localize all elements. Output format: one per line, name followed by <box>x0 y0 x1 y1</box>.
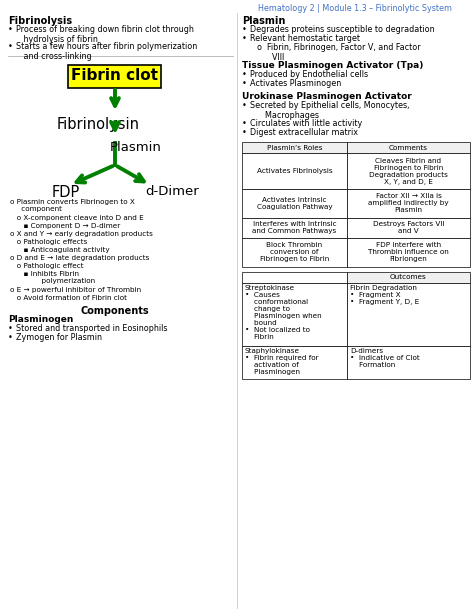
Text: Fibrin clot: Fibrin clot <box>72 69 158 83</box>
Text: Components: Components <box>81 306 149 316</box>
Bar <box>347 346 470 379</box>
Text: Staphylokinase
•  Fibrin required for
    activation of
    Plasminogen: Staphylokinase • Fibrin required for act… <box>245 348 319 375</box>
Bar <box>347 142 470 153</box>
Bar <box>347 153 470 189</box>
Bar <box>242 238 347 267</box>
Bar <box>242 218 347 238</box>
Text: ▪ Inhibits Fibrin
              polymerization: ▪ Inhibits Fibrin polymerization <box>10 271 95 284</box>
Text: Activates Fibrinolysis: Activates Fibrinolysis <box>257 168 332 174</box>
Bar <box>242 346 347 379</box>
Text: Destroys Factors VII
and V: Destroys Factors VII and V <box>373 221 444 234</box>
Text: ▪ Anticoagulant activity: ▪ Anticoagulant activity <box>10 247 109 253</box>
Text: •: • <box>242 119 247 128</box>
Text: D-dimers
•  Indicative of Clot
    Formation: D-dimers • Indicative of Clot Formation <box>350 348 420 368</box>
Text: Circulates with little activity: Circulates with little activity <box>250 119 362 128</box>
Text: Fibrin Degradation
•  Fragment X
•  Fragment Y, D, E: Fibrin Degradation • Fragment X • Fragme… <box>350 284 419 305</box>
Text: Comments: Comments <box>389 145 428 151</box>
Text: Factor XII → XIIa is
amplified indirectly by
Plasmin: Factor XII → XIIa is amplified indirectl… <box>368 193 449 213</box>
Bar <box>242 189 347 218</box>
Text: Relevant hemostatic target: Relevant hemostatic target <box>250 34 360 43</box>
Text: Outcomes: Outcomes <box>390 274 427 280</box>
Text: Activates Plasminogen: Activates Plasminogen <box>250 79 341 88</box>
FancyBboxPatch shape <box>69 64 162 88</box>
Text: Starts a few hours after fibrin polymerization
   and cross-linking: Starts a few hours after fibrin polymeri… <box>16 42 197 61</box>
Text: d-Dimer: d-Dimer <box>145 185 199 198</box>
Text: FDP: FDP <box>52 185 80 200</box>
Text: •: • <box>242 34 247 43</box>
Text: Hematology 2 | Module 1.3 – Fibrinolytic System: Hematology 2 | Module 1.3 – Fibrinolytic… <box>258 4 452 13</box>
Text: •: • <box>242 79 247 88</box>
Text: Cleaves Fibrin and
Fibrinogen to Fibrin
Degradation products
X, Y, and D, E: Cleaves Fibrin and Fibrinogen to Fibrin … <box>369 158 448 185</box>
Text: o Plasmin converts Fibrinogen to X
     component: o Plasmin converts Fibrinogen to X compo… <box>10 199 135 212</box>
Text: o E → powerful inhibitor of Thrombin: o E → powerful inhibitor of Thrombin <box>10 287 141 293</box>
Text: ▪ Component D → D-dimer: ▪ Component D → D-dimer <box>10 223 120 229</box>
Text: •: • <box>8 25 13 34</box>
Text: Plasmin: Plasmin <box>242 16 285 26</box>
Text: •: • <box>242 25 247 34</box>
Text: Tissue Plasminogen Activator (Tpa): Tissue Plasminogen Activator (Tpa) <box>242 61 423 70</box>
Text: Streptokinase
•  Causes
    conformational
    change to
    Plasminogen when
  : Streptokinase • Causes conformational ch… <box>245 284 322 340</box>
Bar <box>242 142 347 153</box>
Text: •: • <box>242 101 247 110</box>
Text: •: • <box>8 333 13 342</box>
Text: o X and Y → early degradation products: o X and Y → early degradation products <box>10 231 153 237</box>
Text: Produced by Endothelial cells: Produced by Endothelial cells <box>250 70 368 79</box>
Text: •: • <box>242 128 247 137</box>
Text: Activates Intrinsic
Coagulation Pathway: Activates Intrinsic Coagulation Pathway <box>257 197 332 210</box>
Text: o D and E → late degradation products: o D and E → late degradation products <box>10 255 149 261</box>
Text: o  Fibrin, Fibrinogen, Factor V, and Factor
            VIII: o Fibrin, Fibrinogen, Factor V, and Fact… <box>242 43 420 63</box>
Text: •: • <box>242 70 247 79</box>
Text: •: • <box>8 324 13 333</box>
Text: o X-component cleave into D and E: o X-component cleave into D and E <box>10 215 144 221</box>
Text: Process of breaking down fibrin clot through
   hydrolysis of fibrin: Process of breaking down fibrin clot thr… <box>16 25 194 44</box>
Text: FDP interfere with
Thrombin influence on
Fibriongen: FDP interfere with Thrombin influence on… <box>368 242 449 262</box>
Text: o Pathologic effects: o Pathologic effects <box>10 239 87 245</box>
Text: Zymogen for Plasmin: Zymogen for Plasmin <box>16 333 102 342</box>
Text: Stored and transported in Eosinophils: Stored and transported in Eosinophils <box>16 324 167 333</box>
Text: Urokinase Plasminogen Activator: Urokinase Plasminogen Activator <box>242 92 412 101</box>
Text: Plasminogen: Plasminogen <box>8 315 73 324</box>
Text: Secreted by Epithelial cells, Monocytes,
      Macrophages: Secreted by Epithelial cells, Monocytes,… <box>250 101 410 120</box>
Text: Block Thrombin
conversion of
Fibrinogen to Fibrin: Block Thrombin conversion of Fibrinogen … <box>260 242 329 262</box>
Bar <box>347 218 470 238</box>
Text: o Avoid formation of Fibrin clot: o Avoid formation of Fibrin clot <box>10 295 127 301</box>
Bar <box>347 272 470 283</box>
Bar <box>242 272 347 283</box>
Text: •: • <box>8 42 13 51</box>
Bar <box>347 238 470 267</box>
Text: Plasmin’s Roles: Plasmin’s Roles <box>267 145 322 151</box>
Text: o Pathologic effect: o Pathologic effect <box>10 263 83 269</box>
Text: Plasmin: Plasmin <box>110 141 162 154</box>
Text: Fibrinolysis: Fibrinolysis <box>8 16 72 26</box>
Text: Digest extracellular matrix: Digest extracellular matrix <box>250 128 358 137</box>
Text: Fibrinolysin: Fibrinolysin <box>57 117 140 132</box>
Bar <box>347 283 470 346</box>
Bar <box>242 153 347 189</box>
Bar <box>347 189 470 218</box>
Text: Interferes with Intrinsic
and Common Pathways: Interferes with Intrinsic and Common Pat… <box>252 221 337 234</box>
Bar <box>242 283 347 346</box>
Text: Degrades proteins susceptible to degradation: Degrades proteins susceptible to degrada… <box>250 25 435 34</box>
